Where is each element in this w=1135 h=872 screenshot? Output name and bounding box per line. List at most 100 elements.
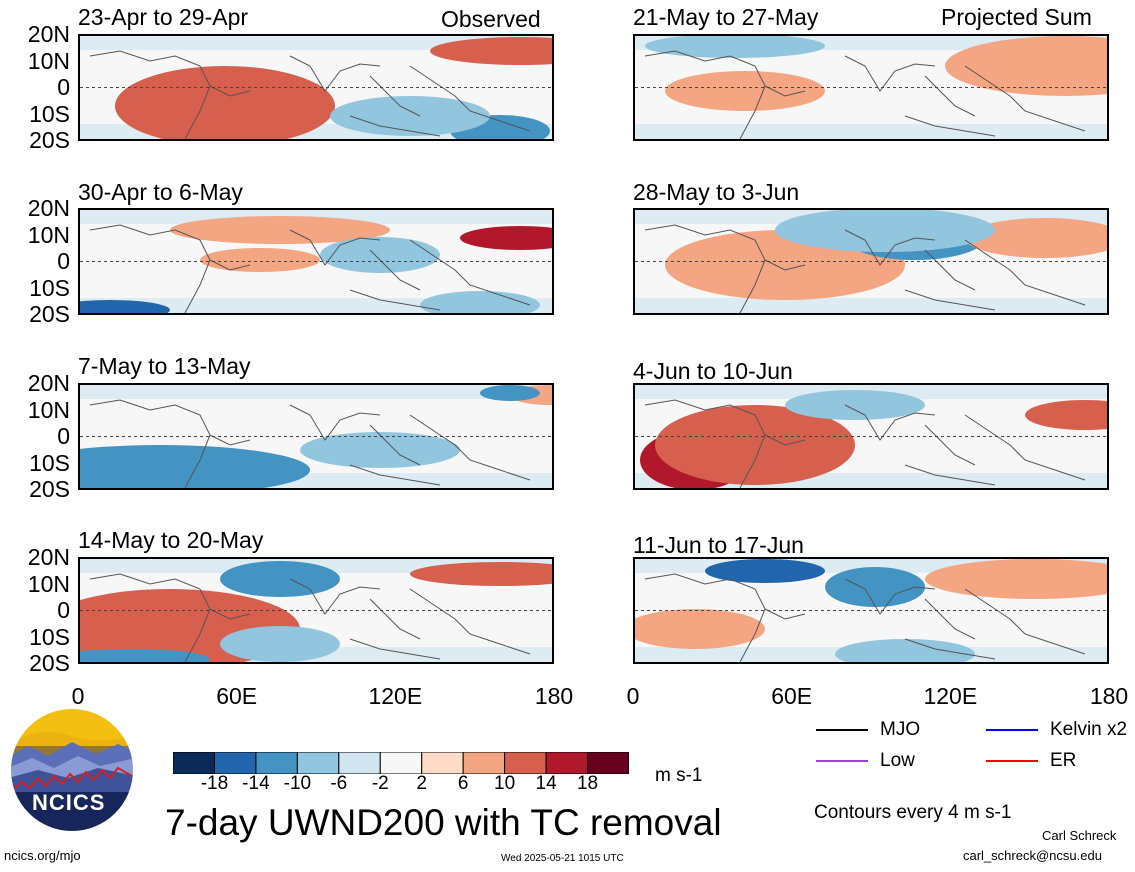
anomaly-region — [965, 218, 1107, 258]
colorbar-swatch — [296, 751, 340, 775]
map-panel — [78, 208, 554, 315]
y-tick-label: 10S — [29, 274, 70, 301]
map-panel — [78, 557, 554, 664]
anomaly-region — [705, 559, 825, 583]
colorbar-tick-label: -18 — [200, 773, 229, 794]
anomaly-region — [420, 291, 540, 313]
legend-line — [986, 760, 1038, 762]
anomaly-region — [945, 36, 1107, 96]
x-tick-label: 0 — [626, 683, 640, 709]
colorbar-tick-label: 2 — [416, 773, 427, 794]
colorbar-swatch — [213, 751, 257, 775]
colorbar-tick-label: -2 — [371, 773, 389, 794]
x-tick-label: 120E — [368, 683, 423, 709]
y-tick-label: 10N — [27, 396, 70, 423]
colorbar-tick-label: -6 — [330, 773, 348, 794]
chart-title: 7-day UWND200 with TC removal — [165, 802, 722, 843]
contour-note: Contours every 4 m s-1 — [814, 802, 1012, 823]
panel-title: 28-May to 3-Jun — [633, 179, 800, 205]
panel-title: 14-May to 20-May — [78, 527, 264, 553]
map-panel — [633, 383, 1109, 490]
anomaly-region — [775, 210, 995, 252]
observed-label: Observed — [441, 6, 541, 32]
anomaly-region — [300, 432, 460, 468]
anomaly-region — [220, 561, 340, 597]
anomaly-region — [80, 445, 310, 488]
panel-title: 7-May to 13-May — [78, 353, 251, 379]
y-tick-label: 20N — [27, 21, 70, 47]
anomaly-region — [80, 649, 210, 662]
anomaly-region — [665, 71, 825, 111]
colorbar-swatch — [421, 751, 464, 775]
map-panel — [78, 34, 554, 141]
colorbar-swatch — [379, 751, 423, 775]
y-tick-label: 10S — [29, 623, 70, 650]
y-tick-label: 20S — [29, 650, 70, 676]
legend-label: MJO — [880, 719, 921, 740]
colorbar-tick-label: -14 — [242, 773, 270, 794]
y-tick-label: 0 — [57, 248, 70, 274]
anomaly-region — [320, 237, 440, 273]
y-tick-label: 10S — [29, 100, 70, 127]
colorbar-swatch — [462, 751, 506, 775]
source-url[interactable]: ncics.org/mjo — [4, 848, 81, 863]
colorbar-tick-label: 14 — [535, 773, 557, 794]
legend-label: Low — [880, 750, 915, 771]
x-tick-label: 180 — [1089, 683, 1129, 709]
legend-line — [986, 729, 1038, 731]
y-tick-label: 0 — [57, 597, 70, 623]
units-label: m s-1 — [655, 765, 703, 786]
anomaly-region — [220, 626, 340, 662]
colorbar-tick-label: 6 — [457, 773, 469, 794]
author: Carl Schreck — [1042, 828, 1117, 843]
anomaly-region — [460, 226, 552, 250]
panel-title: 30-Apr to 6-May — [78, 179, 243, 205]
x-tick-label: 180 — [534, 683, 574, 709]
x-tick-label: 120E — [923, 683, 978, 709]
y-tick-label: 10N — [27, 570, 70, 597]
anomaly-region — [835, 639, 975, 662]
legend-label: ER — [1050, 750, 1077, 771]
panel-title: 4-Jun to 10-Jun — [633, 358, 793, 384]
y-tick-label: 0 — [57, 74, 70, 100]
legend-label: Kelvin x2 — [1050, 719, 1128, 740]
colorbar-swatch — [587, 751, 630, 775]
anomaly-region — [645, 36, 825, 58]
timestamp: Wed 2025-05-21 1015 UTC — [501, 853, 624, 864]
legend-line — [816, 760, 868, 762]
anomaly-region — [170, 216, 390, 244]
colorbar-tick-label: -10 — [283, 773, 312, 794]
y-tick-label: 10S — [29, 449, 70, 476]
anomaly-region — [1025, 400, 1107, 430]
colorbar-swatch — [255, 751, 298, 775]
projected-sum-label: Projected Sum — [941, 4, 1092, 30]
colorbar-swatch — [504, 751, 547, 775]
colorbar-swatch — [172, 751, 215, 775]
anomaly-region — [825, 567, 925, 607]
colorbar-tick-label: 10 — [494, 773, 516, 794]
y-tick-label: 20N — [27, 195, 70, 221]
x-tick-label: 60E — [771, 683, 813, 709]
anomaly-region — [635, 609, 765, 649]
x-tick-label: 60E — [216, 683, 258, 709]
email[interactable]: carl_schreck@ncsu.edu — [963, 848, 1102, 863]
y-tick-label: 20N — [27, 544, 70, 570]
colorbar — [172, 751, 630, 779]
panel-title: 23-Apr to 29-Apr — [78, 4, 249, 30]
anomaly-region — [410, 562, 552, 586]
y-tick-label: 20S — [29, 301, 70, 327]
legend-line — [816, 729, 868, 731]
y-tick-label: 10N — [27, 47, 70, 74]
y-tick-label: 20N — [27, 370, 70, 396]
map-panel — [78, 383, 554, 490]
colorbar-swatch — [545, 751, 589, 775]
anomaly-region — [785, 390, 925, 420]
x-tick-label: 0 — [71, 683, 85, 709]
ncics-logo: NCICS — [8, 706, 136, 834]
y-tick-label: 10N — [27, 221, 70, 248]
anomaly-region — [480, 385, 540, 401]
anomaly-region — [330, 96, 490, 136]
map-panel — [633, 208, 1109, 315]
anomaly-region — [430, 37, 552, 65]
logo-text: NCICS — [32, 790, 106, 815]
